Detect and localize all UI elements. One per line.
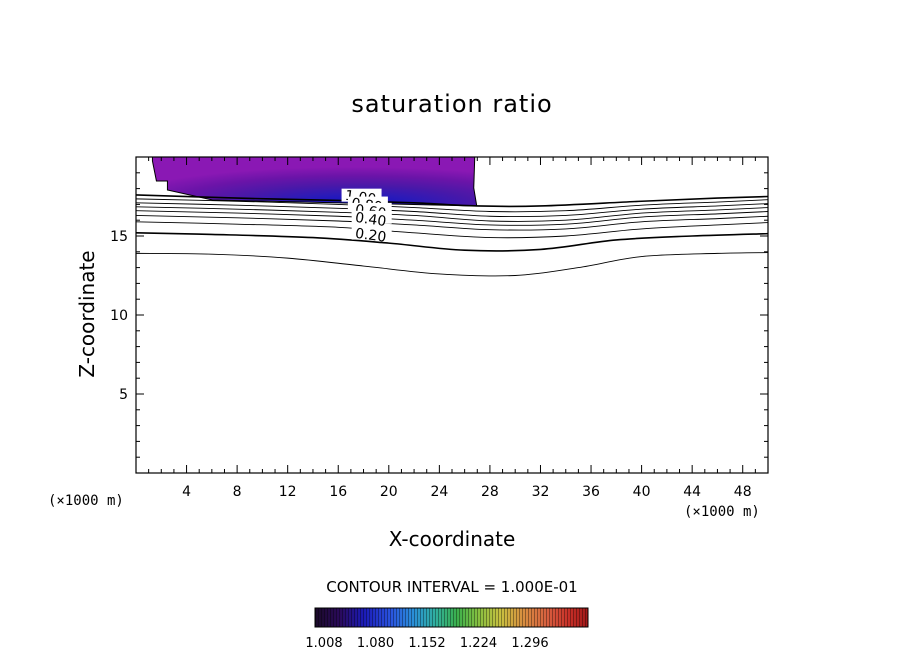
contour-line-7: [136, 232, 768, 252]
colorbar-tick-label: 1.152: [408, 636, 445, 651]
contour-lines: [136, 194, 768, 277]
contour-line-4: [136, 210, 768, 226]
colorbar-stripes: [315, 608, 588, 627]
chart-title: saturation ratio: [351, 90, 552, 118]
x-tick-labels: 4 8 12 16 20 24 28 32 36 40 44 48: [182, 484, 752, 500]
colorbar-tick-label: 1.008: [305, 636, 342, 651]
contour-interval-text: CONTOUR INTERVAL = 1.000E-01: [326, 578, 577, 596]
x-tick-label: 12: [279, 484, 297, 500]
colorbar-tick-label: 1.296: [511, 636, 548, 651]
contour-line-5: [136, 215, 768, 231]
x-tick-label: 20: [380, 484, 398, 500]
axis-ticks: [136, 157, 768, 473]
contour-label-bg: [351, 226, 392, 240]
y-axis-label: Z-coordinate: [75, 250, 99, 377]
y-axis-unit: (×1000 m): [48, 493, 124, 509]
contour-line-8: [136, 252, 768, 277]
x-tick-label: 4: [182, 484, 191, 500]
colorbar-labels: 1.008 1.080 1.152 1.224 1.296: [305, 636, 548, 651]
contour-label: 0.40: [354, 210, 387, 230]
x-tick-label: 48: [734, 484, 752, 500]
filled-contour-region: [151, 157, 478, 207]
y-tick-label: 10: [110, 308, 128, 324]
contour-label: 0.20: [354, 226, 387, 246]
x-tick-label: 16: [329, 484, 347, 500]
x-tick-label: 40: [633, 484, 651, 500]
x-tick-label: 36: [582, 484, 600, 500]
x-tick-label: 8: [233, 484, 242, 500]
x-axis-unit: (×1000 m): [684, 504, 760, 520]
x-tick-label: 44: [683, 484, 701, 500]
colorbar-tick-label: 1.224: [460, 636, 497, 651]
contour-label-bg: [351, 210, 392, 224]
contour-line-3: [136, 206, 768, 222]
contour-line-0: [136, 194, 768, 208]
contour-line-2: [136, 202, 768, 218]
y-tick-labels: 5 10 15: [110, 229, 128, 403]
x-tick-label: 32: [532, 484, 550, 500]
x-axis-label: X-coordinate: [389, 527, 516, 551]
colorbar-tick-label: 1.080: [357, 636, 394, 651]
y-tick-label: 5: [119, 387, 128, 403]
contour-line-1: [136, 198, 768, 213]
contour-labels: 1.000.800.600.400.20: [341, 188, 392, 246]
x-tick-label: 24: [430, 484, 448, 500]
colorbar-frame: [314, 607, 589, 628]
contour-line-6: [136, 221, 768, 239]
x-tick-label: 28: [481, 484, 499, 500]
y-tick-label: 15: [110, 229, 128, 245]
